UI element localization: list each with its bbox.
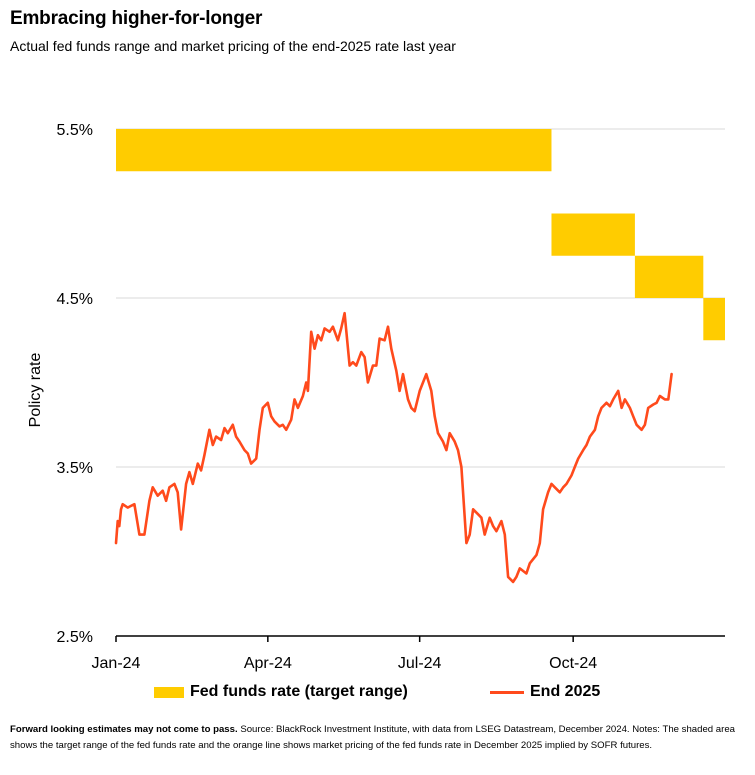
footnote-source: Source: BlackRock Investment Institute, …	[10, 724, 735, 751]
legend-item-fed-funds: Fed funds rate (target range)	[154, 683, 408, 701]
chart-subtitle: Actual fed funds range and market pricin…	[10, 38, 456, 54]
y-tick-label: 5.5%	[57, 122, 93, 139]
band-segment	[116, 129, 552, 172]
chart-title: Embracing higher-for-longer	[10, 8, 263, 29]
x-tick-label: Jan-24	[92, 655, 141, 672]
y-tick-label: 2.5%	[57, 629, 93, 646]
end-2025-series	[114, 311, 673, 584]
y-tick-label: 3.5%	[57, 460, 93, 477]
legend-swatch-line	[490, 690, 524, 694]
x-axis	[115, 635, 725, 642]
footnote-disclaimer: Forward looking estimates may not come t…	[10, 724, 238, 735]
legend-swatch-band	[154, 686, 184, 698]
x-tick-label: Jul-24	[398, 655, 442, 672]
fed-funds-band	[116, 129, 725, 341]
footnote: Forward looking estimates may not come t…	[10, 722, 745, 754]
x-tick-label: Apr-24	[244, 655, 292, 672]
y-axis-label: Policy rate	[27, 353, 44, 428]
end-2025-line	[114, 311, 673, 584]
legend-label-fed-funds: Fed funds rate (target range)	[190, 683, 408, 700]
tick-labels: 2.5% 3.5% 4.5% 5.5% Jan-24 Apr-24 Jul-24 Oct-24	[57, 122, 598, 672]
legend-label-end-2025: End 2025	[530, 683, 601, 700]
legend: Fed funds rate (target range) End 2025	[0, 683, 755, 707]
band-segment	[551, 213, 635, 256]
y-tick-label: 4.5%	[57, 291, 93, 308]
chart-canvas: 2.5% 3.5% 4.5% 5.5% Jan-24 Apr-24 Jul-24 Oct-24…	[27, 122, 725, 672]
band-segment	[703, 298, 725, 341]
legend-item-end-2025: End 2025	[490, 683, 600, 701]
x-tick-label: Oct-24	[549, 655, 597, 672]
band-segment	[634, 255, 704, 298]
